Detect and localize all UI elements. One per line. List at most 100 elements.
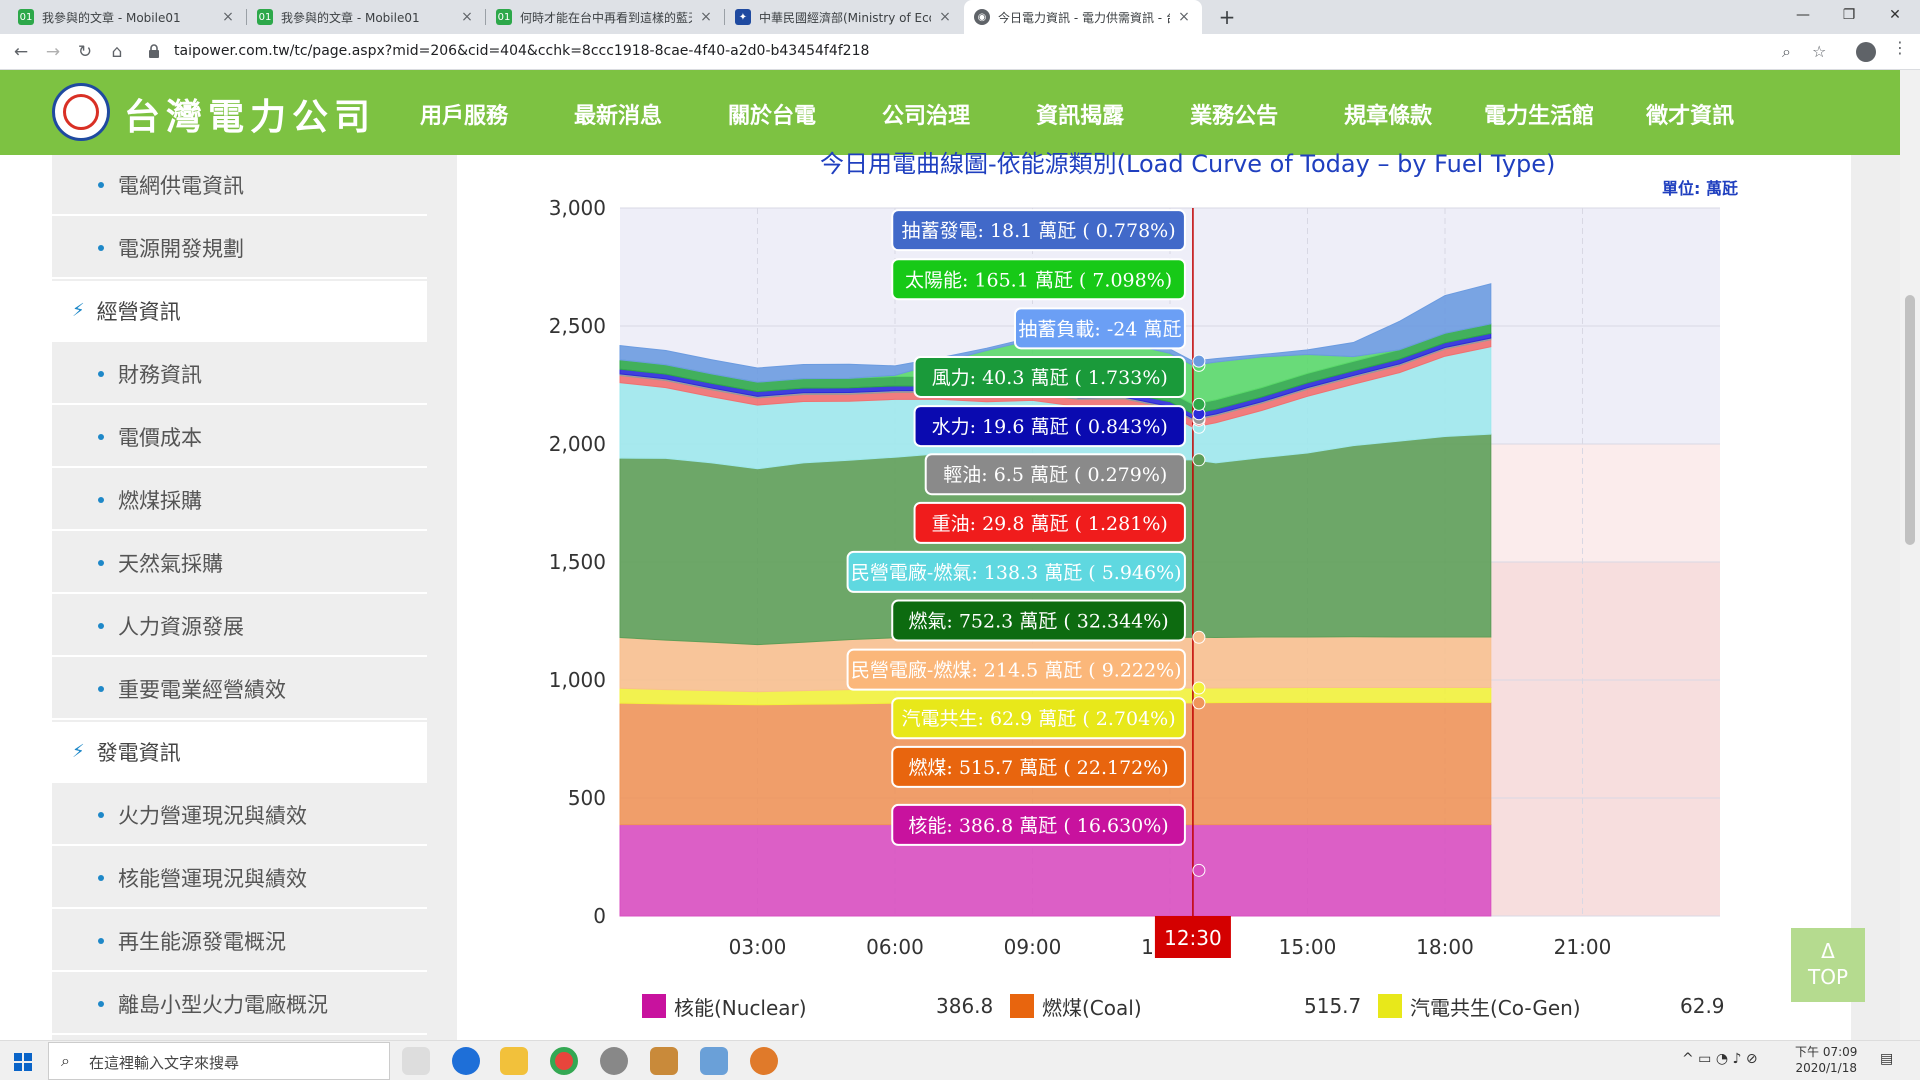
tooltip-box <box>913 501 1186 544</box>
scrollbar-thumb[interactable] <box>1905 295 1915 545</box>
menu-kebab-icon[interactable]: ⋮ <box>1892 38 1908 57</box>
sidebar-item[interactable]: 財務資訊 <box>52 344 427 405</box>
nav-item[interactable]: 公司治理 <box>882 104 971 129</box>
page-gutter <box>427 155 457 1040</box>
back-icon[interactable]: ← <box>13 42 29 62</box>
app-icon[interactable] <box>750 1047 778 1075</box>
tray-icons[interactable]: ^ ▭ ◔ ♪ ⊘ <box>1682 1051 1758 1067</box>
app-icon[interactable] <box>650 1047 678 1075</box>
legend-item[interactable]: 核能(Nuclear) 386.8 <box>642 990 993 1022</box>
x-tick-label: 06:00 <box>866 935 924 959</box>
new-tab-button[interactable]: + <box>1218 5 1236 29</box>
x-tick-label: 15:00 <box>1279 935 1337 959</box>
task-view-icon[interactable] <box>402 1047 430 1075</box>
forward-icon[interactable]: → <box>45 42 61 62</box>
system-clock[interactable]: 下午 07:09 2020/1/18 <box>1795 1044 1857 1076</box>
browser-tab[interactable]: 01 我參與的文章 - Mobile01 × <box>8 0 246 34</box>
nav-item[interactable]: 資訊揭露 <box>1036 104 1125 129</box>
restore-icon[interactable]: ❐ <box>1842 7 1856 23</box>
load-curve-chart[interactable]: 0 500 1,000 1,500 2,000 2,500 3,000 03:00 06:00 0… <box>520 190 1750 970</box>
nav-item[interactable]: 電力生活館 <box>1484 104 1595 129</box>
file-explorer-icon[interactable] <box>500 1047 528 1075</box>
sidebar-item-label: 燃煤採購 <box>118 488 202 513</box>
browser-tab[interactable]: 01 我參與的文章 - Mobile01 × <box>247 0 485 34</box>
browser-tab-active[interactable]: ◉ 今日電力資訊 - 電力供需資訊 - 台 × <box>964 0 1202 34</box>
sidebar-item[interactable]: 電網供電資訊 <box>52 155 427 216</box>
app-icon[interactable] <box>700 1047 728 1075</box>
sidebar-item[interactable]: 電價成本 <box>52 407 427 468</box>
taipower-logo-icon[interactable] <box>52 83 110 141</box>
moea-favicon-icon: ✦ <box>735 9 751 25</box>
page-scrollbar[interactable] <box>1900 70 1920 1040</box>
site-logo-text[interactable]: 台灣電力公司 <box>124 96 377 138</box>
sidebar-item[interactable]: 重要電業經營績效 <box>52 659 427 720</box>
y-tick-label: 3,000 <box>549 196 606 220</box>
y-tick-label: 2,500 <box>549 314 606 338</box>
sidebar-item[interactable]: 離島小型火力電廠概況 <box>52 974 427 1035</box>
legend-item[interactable]: 汽電共生(Co-Gen) 62.9 <box>1378 990 1725 1022</box>
nav-item[interactable]: 徵才資訊 <box>1646 104 1735 129</box>
address-bar[interactable]: taipower.com.tw/tc/page.aspx?mid=206&cid… <box>140 38 1840 66</box>
app-icon[interactable] <box>600 1047 628 1075</box>
home-icon[interactable]: ⌂ <box>111 42 123 62</box>
back-to-top-button[interactable]: Δ TOP <box>1791 928 1865 1002</box>
reserve-band <box>1490 444 1720 562</box>
nav-item[interactable]: 最新消息 <box>574 104 663 129</box>
minimize-icon[interactable]: — <box>1796 7 1810 23</box>
tooltip-box <box>924 453 1186 496</box>
windows-start-icon[interactable] <box>14 1053 32 1071</box>
zoom-icon[interactable]: ⌕ <box>1782 42 1791 61</box>
legend-label: 核能(Nuclear) <box>674 995 807 1020</box>
sidebar-item[interactable]: 燃煤採購 <box>52 470 427 531</box>
tab-separator <box>246 9 247 25</box>
unit-label: 單位: 萬瓩 <box>1662 179 1738 198</box>
tooltip-label: 水力: 19.6 萬瓩 ( 0.843%) <box>932 416 1168 438</box>
notification-icon[interactable]: ▤ <box>1880 1051 1894 1067</box>
taskbar-search[interactable]: ⌕ 在這裡輸入文字來搜尋 <box>48 1042 390 1080</box>
profile-avatar-icon[interactable] <box>1856 42 1876 62</box>
close-icon[interactable]: × <box>222 9 234 25</box>
series-marker <box>1192 453 1206 467</box>
chrome-icon[interactable] <box>550 1047 578 1075</box>
nav-item[interactable]: 業務公告 <box>1190 104 1279 129</box>
y-tick-label: 0 <box>593 904 606 928</box>
sidebar-item[interactable]: 電源開發規劃 <box>52 218 427 279</box>
close-icon[interactable]: × <box>700 9 712 25</box>
bullet-icon <box>98 433 104 440</box>
search-icon: ⌕ <box>61 1051 70 1070</box>
tooltip-box <box>913 405 1186 448</box>
close-icon[interactable]: × <box>1178 9 1190 25</box>
series-marker <box>1192 696 1206 710</box>
nav-item[interactable]: 規章條款 <box>1344 104 1433 129</box>
sidebar-item[interactable]: 再生能源發電概況 <box>52 911 427 972</box>
legend-label: 汽電共生(Co-Gen) <box>1410 995 1581 1020</box>
edge-icon[interactable] <box>452 1047 480 1075</box>
legend-item[interactable]: 燃煤(Coal) 515.7 <box>1010 990 1361 1022</box>
bullet-icon <box>98 244 104 251</box>
sidebar-item[interactable]: 火力營運現況與績效 <box>52 785 427 846</box>
tooltip-box <box>891 745 1186 788</box>
close-icon[interactable]: × <box>939 9 951 25</box>
close-window-icon[interactable]: ✕ <box>1889 7 1901 23</box>
sidebar-item[interactable]: 天然氣採購 <box>52 533 427 594</box>
tooltip-label: 汽電共生: 62.9 萬瓩 ( 2.704%) <box>902 708 1176 730</box>
series-marker <box>1192 354 1206 368</box>
bullet-icon <box>98 874 104 881</box>
sidebar-section[interactable]: ⚡ 發電資訊 <box>52 722 427 783</box>
browser-tab[interactable]: 01 何時才能在台中再看到這樣的藍天 × <box>486 0 724 34</box>
sidebar-item[interactable]: 核能營運現況與績效 <box>52 848 427 909</box>
bookmark-star-icon[interactable]: ☆ <box>1812 42 1827 61</box>
nav-item[interactable]: 用戶服務 <box>420 104 509 129</box>
sidebar-item-label: 重要電業經營績效 <box>118 677 286 702</box>
bullet-icon <box>98 622 104 629</box>
windows-taskbar: ⌕ 在這裡輸入文字來搜尋 ^ ▭ ◔ ♪ ⊘ 下午 07:09 2020/1/1… <box>0 1040 1920 1080</box>
tab-title: 何時才能在台中再看到這樣的藍天 <box>520 10 692 25</box>
close-icon[interactable]: × <box>461 9 473 25</box>
globe-favicon-icon: ◉ <box>974 9 990 25</box>
sidebar-section[interactable]: ⚡ 經營資訊 <box>52 281 427 342</box>
y-tick-label: 2,000 <box>549 432 606 456</box>
browser-tab[interactable]: ✦ 中華民國經濟部(Ministry of Econ × <box>725 0 963 34</box>
nav-item[interactable]: 關於台電 <box>728 104 817 129</box>
reload-icon[interactable]: ↻ <box>77 42 93 62</box>
sidebar-item[interactable]: 人力資源發展 <box>52 596 427 657</box>
